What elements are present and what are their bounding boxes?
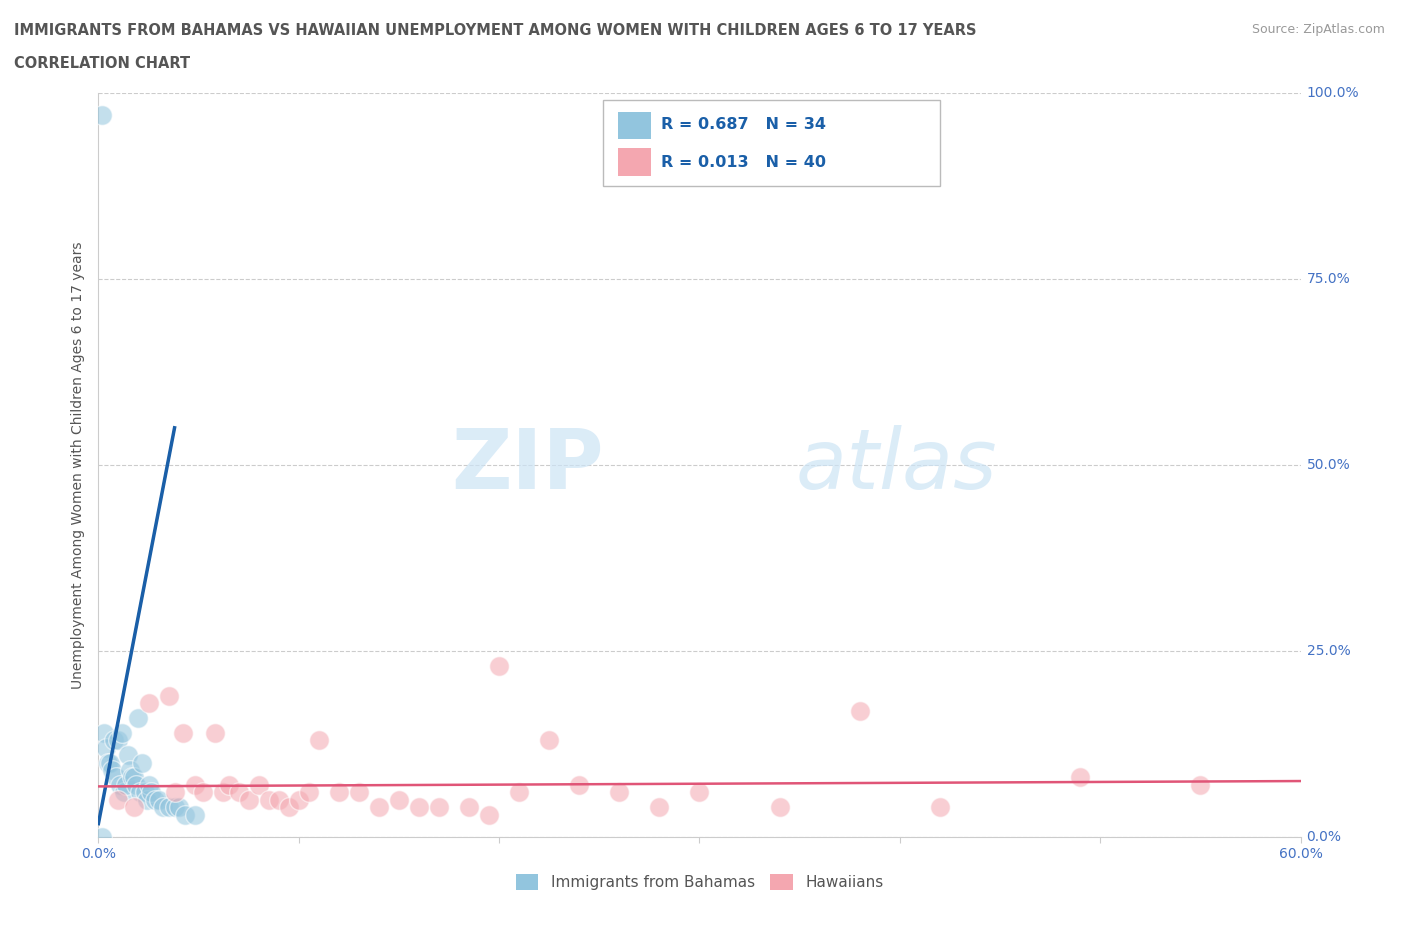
Point	[125, 777, 148, 792]
Point	[124, 770, 146, 785]
Point	[388, 792, 411, 807]
Point	[152, 800, 174, 815]
Text: atlas: atlas	[796, 424, 997, 506]
Point	[120, 763, 142, 777]
Text: R = 0.013   N = 40: R = 0.013 N = 40	[661, 154, 825, 169]
Text: CORRELATION CHART: CORRELATION CHART	[14, 56, 190, 71]
Point	[568, 777, 591, 792]
Point	[308, 733, 330, 748]
Point	[96, 740, 118, 755]
Point	[257, 792, 280, 807]
Point	[238, 792, 260, 807]
Point	[288, 792, 311, 807]
Point	[204, 725, 226, 740]
Point	[107, 733, 129, 748]
Y-axis label: Unemployment Among Women with Children Ages 6 to 17 years: Unemployment Among Women with Children A…	[72, 241, 86, 689]
Text: 25.0%: 25.0%	[1306, 644, 1350, 658]
Point	[508, 785, 530, 800]
Point	[163, 785, 186, 800]
Bar	[617, 112, 651, 139]
Point	[609, 785, 631, 800]
Point	[138, 777, 160, 792]
Point	[105, 770, 128, 785]
Point	[100, 755, 122, 770]
Point	[93, 725, 115, 740]
Point	[183, 777, 205, 792]
Point	[107, 792, 129, 807]
Point	[134, 785, 156, 800]
Point	[849, 703, 872, 718]
Point	[458, 800, 481, 815]
Point	[131, 755, 153, 770]
FancyBboxPatch shape	[603, 100, 939, 186]
Point	[163, 800, 186, 815]
Point	[247, 777, 270, 792]
Text: ZIP: ZIP	[451, 424, 603, 506]
Point	[688, 785, 710, 800]
Point	[97, 755, 120, 770]
Point	[110, 777, 132, 792]
Point	[277, 800, 299, 815]
Point	[167, 800, 190, 815]
Point	[101, 763, 124, 777]
Point	[347, 785, 370, 800]
Point	[148, 792, 170, 807]
Point	[1189, 777, 1212, 792]
Point	[173, 807, 195, 822]
Point	[228, 785, 250, 800]
Point	[929, 800, 952, 815]
Point	[143, 792, 166, 807]
Point	[183, 807, 205, 822]
Point	[138, 696, 160, 711]
Text: R = 0.687   N = 34: R = 0.687 N = 34	[661, 117, 825, 132]
Point	[648, 800, 671, 815]
Point	[91, 830, 114, 844]
Point	[488, 658, 510, 673]
Point	[478, 807, 501, 822]
Point	[129, 785, 152, 800]
Point	[298, 785, 321, 800]
Point	[117, 748, 139, 763]
Point	[115, 777, 138, 792]
Text: 100.0%: 100.0%	[1306, 86, 1360, 100]
Point	[538, 733, 561, 748]
Point	[768, 800, 790, 815]
Text: IMMIGRANTS FROM BAHAMAS VS HAWAIIAN UNEMPLOYMENT AMONG WOMEN WITH CHILDREN AGES : IMMIGRANTS FROM BAHAMAS VS HAWAIIAN UNEM…	[14, 23, 977, 38]
Point	[211, 785, 233, 800]
Point	[91, 108, 114, 123]
Text: Source: ZipAtlas.com: Source: ZipAtlas.com	[1251, 23, 1385, 36]
Text: 50.0%: 50.0%	[1306, 458, 1350, 472]
Text: 75.0%: 75.0%	[1306, 272, 1350, 286]
Text: 0.0%: 0.0%	[1306, 830, 1341, 844]
Point	[427, 800, 450, 815]
Point	[124, 800, 146, 815]
Point	[172, 725, 194, 740]
Bar	[617, 149, 651, 176]
Point	[218, 777, 240, 792]
Point	[111, 725, 134, 740]
Point	[408, 800, 430, 815]
Legend: Immigrants from Bahamas, Hawaiians: Immigrants from Bahamas, Hawaiians	[509, 868, 890, 897]
Point	[139, 785, 162, 800]
Point	[157, 800, 180, 815]
Point	[157, 688, 180, 703]
Point	[128, 711, 150, 725]
Point	[1069, 770, 1091, 785]
Point	[191, 785, 214, 800]
Point	[114, 785, 136, 800]
Point	[368, 800, 391, 815]
Point	[135, 792, 157, 807]
Point	[267, 792, 290, 807]
Point	[328, 785, 350, 800]
Point	[121, 770, 143, 785]
Point	[103, 733, 125, 748]
